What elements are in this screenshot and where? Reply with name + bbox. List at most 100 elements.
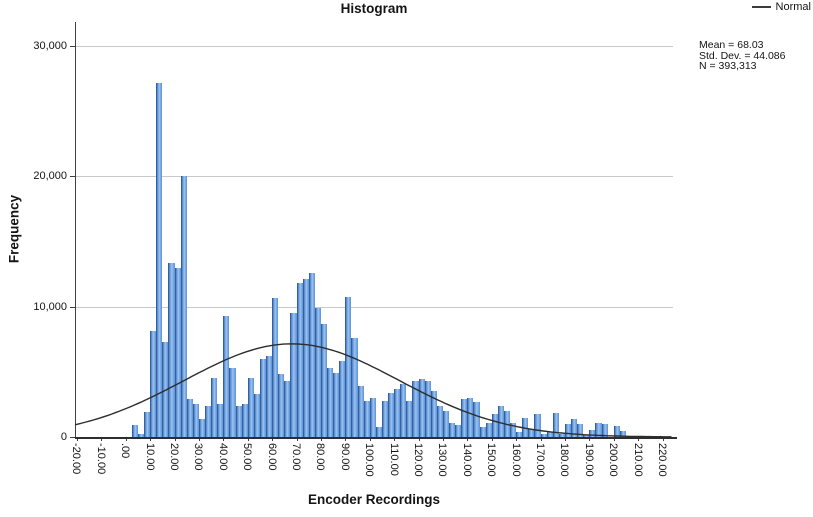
y-gridline [75,306,673,308]
x-tick-mark [101,437,103,441]
histogram-bar [253,394,260,437]
histogram-bar [168,263,175,437]
x-tick-mark [320,437,322,441]
histogram-bar [266,356,273,437]
x-tick-label: 180.00 [558,443,571,477]
x-tick-label: 60.00 [265,443,278,471]
y-axis-line [75,22,76,438]
y-tick-label: 30,000 [33,40,67,53]
stat-std-dev: Std. Dev. = 44.086 [699,49,786,62]
x-tick-label: 110.00 [387,443,400,476]
histogram-bar [186,399,193,437]
histogram-bar [137,433,145,437]
histogram-bar [205,405,212,437]
x-tick-mark [150,437,152,441]
x-tick-label: 10.00 [143,443,156,471]
x-tick-label: 50.00 [241,443,254,471]
x-tick-mark [369,437,371,441]
histogram-bar [162,341,169,437]
histogram-bar [156,82,163,437]
x-tick-mark [589,437,591,441]
x-tick-label: 20.00 [168,443,181,471]
x-tick-label: 160.00 [509,443,522,477]
histogram-bar [388,392,395,437]
y-tick-mark [70,46,75,48]
histogram-bar [613,425,620,437]
x-tick-mark [345,437,347,441]
histogram-bar [235,405,242,437]
x-tick-mark [467,437,469,441]
histogram-bar [400,384,407,437]
histogram-bar [589,430,596,437]
histogram-bar [418,379,425,437]
histogram-bar [577,423,584,437]
histogram-bar [467,397,474,437]
histogram-bar [302,279,309,437]
x-tick-label: 80.00 [314,443,327,471]
x-tick-mark [540,437,542,441]
x-tick-mark [613,437,615,441]
stat-n: N = 393,313 [699,60,757,72]
histogram-bar [290,313,297,437]
x-axis-title: Encoder Recordings [307,492,441,507]
x-tick-label: .00 [119,443,132,459]
histogram-bar [223,315,230,437]
histogram-bar [595,422,602,437]
histogram-bar [510,422,517,437]
histogram-bar [296,283,303,437]
histogram-bar [363,400,370,437]
histogram-bar [497,405,504,437]
y-tick-label: 20,000 [33,170,67,183]
x-tick-label: 220.00 [656,443,668,477]
stats-box: Mean = 68.03 Std. Dev. = 44.086 N = 393,… [699,40,786,72]
histogram-bar [473,401,480,437]
stat-mean: Mean = 68.03 [699,39,764,51]
histogram-bar [491,413,498,437]
histogram-bar [211,378,218,437]
normal-curve [74,343,672,438]
normal-curve-path [74,343,672,438]
histogram-bar [272,298,279,437]
histogram-bar [619,431,626,437]
x-tick-label: -10.00 [94,443,107,475]
x-tick-label: 170.00 [534,443,547,477]
y-tick-mark [70,306,75,308]
histogram-bar [540,434,547,437]
histogram-bar [180,176,187,437]
histogram-bar [320,323,328,437]
legend: Normal [751,1,811,13]
histogram-bar [217,404,224,437]
x-tick-mark [125,437,127,441]
histogram-bar [192,404,199,437]
x-tick-mark [564,437,566,441]
histogram-bar [406,400,413,437]
histogram-bar [564,423,571,437]
x-tick-mark [296,437,298,441]
histogram-bar [327,367,334,437]
y-tick-mark [70,437,75,438]
histogram-bar [375,426,382,437]
x-axis-line [75,437,677,439]
y-tick-label: 10,000 [33,300,67,313]
x-tick-mark [76,437,78,441]
histogram-bar [516,432,523,437]
histogram-bar [546,431,553,437]
x-tick-mark [198,437,200,441]
histogram-bar [381,400,389,437]
histogram-bar [394,388,401,437]
histogram-bar [412,380,419,437]
y-gridline [75,176,673,178]
x-tick-label: 200.00 [607,443,620,477]
histogram-bar [479,426,486,437]
histogram-bar [333,373,340,437]
histogram-bar [571,418,578,437]
histogram-bar [278,374,285,437]
x-tick-mark [272,437,274,441]
histogram-bar [461,399,468,437]
x-tick-label: 120.00 [412,443,425,477]
histogram-bar [436,405,443,437]
y-tick-label: 0 [60,431,67,443]
x-tick-label: 140.00 [460,443,473,477]
histogram-bar [430,391,437,437]
